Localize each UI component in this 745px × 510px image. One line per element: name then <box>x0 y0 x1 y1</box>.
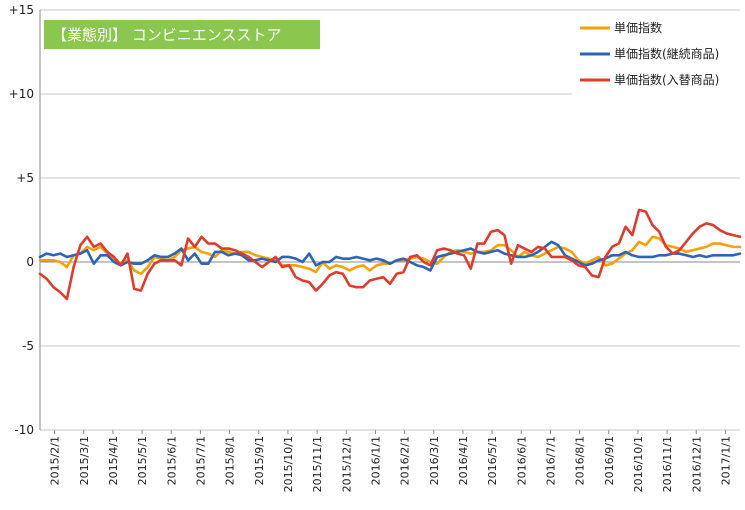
x-tick-label: 2016/3/1 <box>428 436 441 485</box>
x-tick-label: 2015/4/1 <box>107 436 120 485</box>
x-tick-label: 2016/8/1 <box>574 436 587 485</box>
x-tick-label: 2015/12/1 <box>340 436 353 492</box>
x-tick-label: 2016/4/1 <box>457 436 470 485</box>
series-line-3 <box>38 208 742 301</box>
y-axis: +15 +10 +5 0 -5 -10 <box>9 3 41 437</box>
x-tick-label: 2016/1/1 <box>369 436 382 485</box>
y-tick-label: 0 <box>26 255 34 269</box>
x-tick-label: 2015/5/1 <box>136 436 149 485</box>
x-tick-label: 2015/6/1 <box>165 436 178 485</box>
series-line-2 <box>38 240 742 272</box>
x-tick-label: 2015/9/1 <box>253 436 266 485</box>
x-tick-label: 2016/6/1 <box>515 436 528 485</box>
x-axis: 2015/2/1 2015/3/1 2015/4/1 2015/5/1 2015/6/1… <box>49 430 732 492</box>
x-tick-label: 2017/1/1 <box>719 436 732 485</box>
x-tick-label: 2016/7/1 <box>544 436 557 485</box>
x-tick-label: 2016/5/1 <box>486 436 499 485</box>
legend-label-2: 単価指数(継続商品) <box>614 46 719 61</box>
x-tick-label: 2015/11/1 <box>311 436 324 492</box>
x-tick-label: 2016/9/1 <box>603 436 616 485</box>
chart-title-background <box>44 20 320 49</box>
x-tick-label: 2016/10/1 <box>632 436 645 492</box>
y-tick-label: +15 <box>9 3 34 17</box>
legend-label-3: 単価指数(入替商品) <box>614 72 719 87</box>
x-tick-label: 2015/10/1 <box>282 436 295 492</box>
y-tick-label: +5 <box>16 171 34 185</box>
x-tick-label: 2015/7/1 <box>194 436 207 485</box>
series-lines <box>38 208 742 301</box>
chart-title: 【業態別】 コンビニエンスストア <box>44 20 320 49</box>
x-tick-label: 2015/3/1 <box>78 436 91 485</box>
x-tick-label: 2016/12/1 <box>690 436 703 492</box>
y-tick-label: +10 <box>9 87 34 101</box>
x-tick-label: 2016/2/1 <box>399 436 412 485</box>
chart-title-text: 【業態別】 コンビニエンスストア <box>52 26 281 44</box>
y-tick-label: -5 <box>22 339 34 353</box>
legend-label-1: 単価指数 <box>614 20 662 35</box>
x-tick-label: 2015/2/1 <box>49 436 62 485</box>
x-tick-label: 2015/8/1 <box>224 436 237 485</box>
x-tick-label: 2016/11/1 <box>661 436 674 492</box>
y-tick-label: -10 <box>14 423 34 437</box>
